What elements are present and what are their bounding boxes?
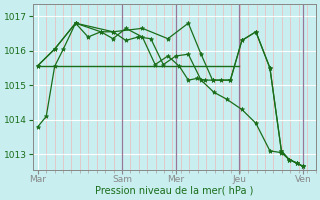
X-axis label: Pression niveau de la mer( hPa ): Pression niveau de la mer( hPa ) bbox=[95, 186, 253, 196]
